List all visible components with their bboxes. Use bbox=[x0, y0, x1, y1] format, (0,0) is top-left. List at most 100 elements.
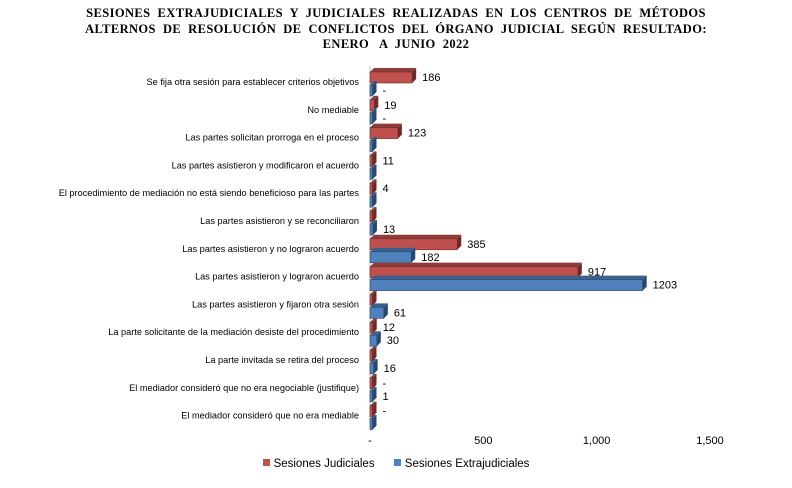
bar-top-face bbox=[370, 247, 416, 252]
legend-label-extrajudiciales: Sesiones Extrajudiciales bbox=[404, 458, 530, 470]
bar-judiciales bbox=[369, 377, 373, 390]
data-label-extrajudiciales: - bbox=[383, 113, 387, 125]
bar-side-face bbox=[372, 108, 377, 124]
bar-extrajudiciales bbox=[369, 140, 373, 152]
bar-side-face bbox=[577, 262, 582, 278]
bar-judiciales bbox=[369, 182, 373, 195]
bar-side-face bbox=[372, 81, 377, 96]
category-label: El mediador consideró que no era negocia… bbox=[129, 383, 359, 393]
bar-side-face bbox=[372, 414, 377, 430]
category-label: Las partes asistieron y lograron acuerdo bbox=[195, 272, 359, 282]
bar-side-face bbox=[412, 68, 417, 83]
data-label-extrajudiciales: 13 bbox=[383, 224, 395, 236]
category-label: Las partes asistieron y se reconciliaron bbox=[200, 216, 359, 226]
bar-side-face bbox=[411, 247, 416, 263]
legend: Sesiones Judiciales Sesiones Extrajudici… bbox=[0, 458, 792, 470]
title-line-3: ENERO A JUNIO 2022 bbox=[322, 37, 470, 51]
bar-top-face bbox=[370, 220, 377, 224]
data-label-extrajudiciales: 16 bbox=[384, 363, 396, 375]
legend-swatch-extrajudiciales bbox=[393, 459, 401, 466]
category-label: Las partes asistieron y fijaron otra ses… bbox=[192, 299, 359, 309]
bar-side-face bbox=[457, 234, 462, 250]
bar-top-face bbox=[370, 262, 582, 267]
bar-side-face bbox=[372, 290, 377, 306]
bar-top-face bbox=[370, 346, 377, 350]
bar-extrajudiciales bbox=[369, 334, 378, 347]
bar-top-face bbox=[370, 303, 388, 308]
bar-side-face bbox=[372, 179, 377, 195]
bar-side-face bbox=[372, 192, 377, 208]
data-label-judiciales: 19 bbox=[384, 100, 396, 112]
data-label-extrajudiciales: 30 bbox=[387, 335, 399, 347]
category-label: Las partes solicitan prorroga en el proc… bbox=[185, 133, 359, 143]
category-label: El mediador consideró que no era mediabl… bbox=[181, 411, 359, 421]
bar-top-face bbox=[370, 192, 377, 197]
bar-side-face bbox=[372, 220, 377, 235]
bar-side-face bbox=[374, 95, 379, 111]
bar-side-face bbox=[372, 373, 377, 389]
category-label: No mediable bbox=[307, 105, 359, 115]
bar-extrajudiciales bbox=[369, 168, 373, 180]
bar-judiciales bbox=[369, 210, 373, 223]
data-label-judiciales: 4 bbox=[383, 183, 389, 195]
bar-side-face bbox=[372, 207, 377, 222]
bar-side-face bbox=[372, 318, 377, 334]
bar-top-face bbox=[370, 123, 402, 128]
bar-top-face bbox=[370, 414, 377, 419]
data-label-extrajudiciales: 61 bbox=[394, 307, 406, 319]
data-label-extrajudiciales: 182 bbox=[421, 252, 439, 264]
x-tick-label: 500 bbox=[474, 435, 492, 447]
bar-side-face bbox=[376, 331, 381, 347]
data-label-extrajudiciales: 1 bbox=[383, 391, 389, 403]
bar-extrajudiciales bbox=[369, 390, 373, 403]
legend-item-judiciales: Sesiones Judiciales bbox=[262, 458, 375, 470]
bar-judiciales bbox=[369, 71, 413, 84]
category-label: La parte invitada se retira del proceso bbox=[205, 355, 359, 365]
bar-side-face bbox=[397, 123, 402, 139]
bar-extrajudiciales bbox=[369, 307, 385, 319]
bar-side-face bbox=[372, 386, 377, 402]
bar-side-face bbox=[372, 401, 377, 417]
bar-top-face bbox=[370, 81, 377, 85]
bar-top-face bbox=[370, 179, 377, 184]
category-label: Las partes asistieron y modificaron el a… bbox=[172, 160, 359, 170]
bar-top-face bbox=[370, 290, 377, 295]
x-tick-label: 1,000 bbox=[583, 435, 611, 447]
data-label-extrajudiciales: 1203 bbox=[653, 280, 677, 292]
x-tick-label: - bbox=[368, 435, 372, 447]
bar-top-face bbox=[370, 136, 377, 141]
data-label-extrajudiciales: - bbox=[383, 85, 387, 97]
bar-top-face bbox=[370, 207, 377, 211]
bar-top-face bbox=[370, 108, 377, 113]
bar-judiciales bbox=[369, 321, 374, 334]
data-label-judiciales: 385 bbox=[467, 239, 485, 251]
bar-top-face bbox=[370, 151, 377, 156]
legend-swatch-judiciales bbox=[262, 459, 270, 466]
bar-side-face bbox=[373, 359, 378, 374]
bar-extrajudiciales bbox=[369, 112, 373, 125]
bar-extrajudiciales bbox=[369, 362, 374, 375]
bar-top-face bbox=[370, 275, 647, 280]
data-label-judiciales: 11 bbox=[383, 155, 394, 167]
bar-side-face bbox=[383, 303, 388, 319]
bar-top-face bbox=[370, 373, 377, 378]
bar-side-face bbox=[372, 136, 377, 152]
category-label: La parte solicitante de la mediación des… bbox=[108, 327, 359, 337]
category-label: Las partes asistieron y no lograron acue… bbox=[182, 244, 359, 254]
bar-top-face bbox=[370, 68, 417, 72]
bar-judiciales bbox=[369, 155, 373, 167]
bar-top-face bbox=[370, 95, 379, 100]
legend-item-extrajudiciales: Sesiones Extrajudiciales bbox=[393, 458, 530, 470]
bar-top-face bbox=[370, 234, 462, 239]
bar-side-face bbox=[372, 151, 377, 167]
bar-judiciales bbox=[369, 127, 399, 139]
bar-judiciales bbox=[369, 405, 373, 417]
bar-judiciales bbox=[369, 294, 373, 306]
bar-extrajudiciales bbox=[369, 223, 374, 236]
bar-top-face bbox=[370, 359, 378, 363]
x-tick-label: 1,500 bbox=[696, 435, 724, 447]
title-line-1: SESIONES EXTRAJUDICIALES Y JUDICIALES RE… bbox=[86, 6, 706, 20]
category-label: El procedimiento de mediación no está si… bbox=[59, 188, 360, 198]
data-label-judiciales: 186 bbox=[422, 72, 440, 84]
